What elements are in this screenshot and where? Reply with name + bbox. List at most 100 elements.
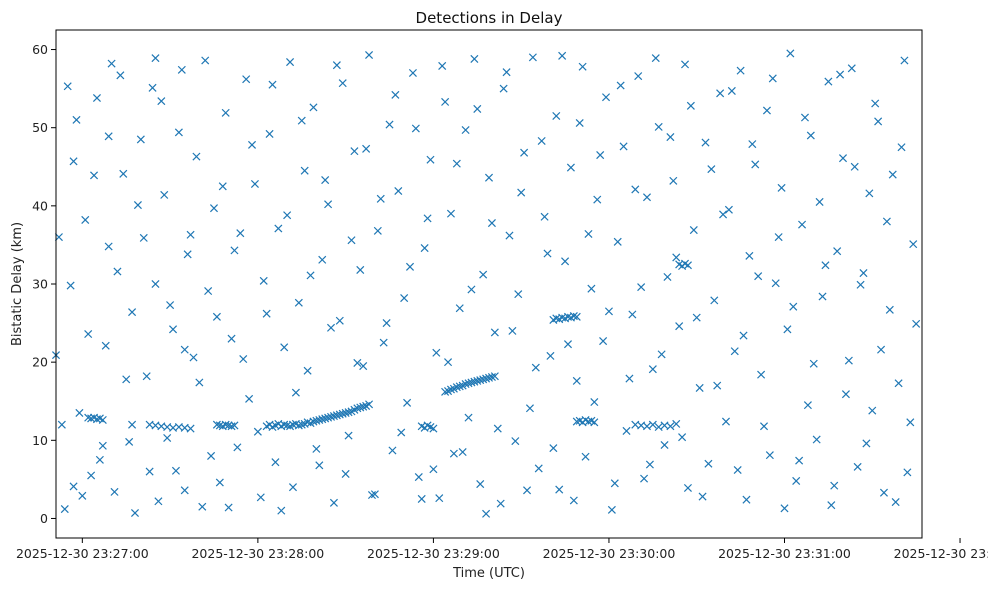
detection-point <box>212 312 221 321</box>
detection-point <box>841 390 850 399</box>
detection-point <box>590 397 599 407</box>
detection-point <box>344 431 353 440</box>
detection-point <box>315 461 324 470</box>
detection-point <box>151 279 160 289</box>
detection-point <box>341 469 350 478</box>
detection-point <box>256 493 265 502</box>
detection-point <box>250 179 259 188</box>
detection-point <box>666 133 675 142</box>
detection-point <box>546 351 555 360</box>
detection-point <box>581 452 590 461</box>
detection-point <box>455 382 464 391</box>
detection-point <box>836 70 845 79</box>
detection-point <box>449 449 458 458</box>
detection-point <box>90 171 99 180</box>
detection-point <box>262 309 271 318</box>
detection-point <box>634 72 643 81</box>
detection-point <box>332 411 341 420</box>
detection-point <box>496 499 505 508</box>
y-tick-label: 50 <box>32 120 48 135</box>
detection-point <box>198 502 207 511</box>
detection-point <box>818 292 827 301</box>
detection-point <box>850 162 859 171</box>
x-tick-label: 2025-12-30 23:30:00 <box>543 546 676 561</box>
detection-point <box>309 417 318 426</box>
detection-point <box>329 412 338 421</box>
detection-point <box>765 451 774 460</box>
detection-point <box>365 400 374 409</box>
detection-point <box>607 505 616 514</box>
detection-point <box>847 64 856 73</box>
detection-point <box>189 353 198 362</box>
detection-point <box>236 229 245 238</box>
detection-point <box>224 503 233 512</box>
detection-point <box>683 261 692 270</box>
detection-point <box>370 490 379 499</box>
detection-point <box>865 189 874 198</box>
detection-point <box>762 106 771 115</box>
detection-point <box>569 312 578 321</box>
detection-point <box>362 144 371 153</box>
detection-point <box>441 387 450 396</box>
detection-point <box>326 412 336 421</box>
detection-point <box>174 128 183 137</box>
detection-point <box>446 385 455 394</box>
detection-point <box>640 474 649 483</box>
detection-point <box>610 479 619 488</box>
detection-point <box>713 381 722 390</box>
detection-point <box>859 269 868 278</box>
detection-point <box>525 404 534 413</box>
detection-point <box>57 420 66 429</box>
detection-point <box>528 53 537 62</box>
detection-point <box>912 319 921 328</box>
detection-point <box>356 265 365 274</box>
detection-point <box>719 210 728 219</box>
detection-point <box>745 251 754 260</box>
detection-point <box>373 226 382 235</box>
detection-point <box>101 341 110 350</box>
detection-point <box>563 340 573 349</box>
y-axis: 0 10 20 30 40 50 60 <box>32 42 56 526</box>
y-axis-label: Bistatic Delay (km) <box>10 222 25 346</box>
detection-point <box>294 421 303 430</box>
detection-point <box>444 358 453 367</box>
detection-point <box>452 383 461 392</box>
detection-point <box>844 356 853 365</box>
detection-point <box>572 312 581 321</box>
detection-point <box>209 204 219 213</box>
detection-point <box>517 188 526 197</box>
detection-point <box>821 261 830 270</box>
detection-point <box>104 132 113 141</box>
detection-point <box>695 383 704 392</box>
detection-point <box>613 237 622 246</box>
y-tick-label: 60 <box>32 42 48 57</box>
detection-point <box>300 166 309 175</box>
detection-point <box>116 71 125 80</box>
detection-point <box>177 65 186 74</box>
detection-point <box>435 494 444 503</box>
detection-point <box>338 409 347 418</box>
detection-point <box>215 478 224 487</box>
detection-point <box>800 113 809 122</box>
detection-point <box>201 56 210 65</box>
detection-point <box>312 444 321 453</box>
detection-point <box>297 420 306 429</box>
detection-point <box>830 481 839 490</box>
detection-point <box>230 246 239 255</box>
detection-point <box>207 451 216 460</box>
detection-point <box>359 402 368 411</box>
y-tick-label: 40 <box>32 198 48 213</box>
detection-point <box>678 433 687 442</box>
detection-point <box>789 302 798 311</box>
detection-point <box>122 375 131 384</box>
detection-point <box>312 416 321 425</box>
detection-point <box>338 79 347 88</box>
detection-point <box>809 359 818 368</box>
detection-point <box>484 173 494 182</box>
detection-point <box>335 316 344 325</box>
detection-point <box>651 54 660 63</box>
detection-point <box>602 93 611 102</box>
detection-point <box>856 280 865 289</box>
detection-point <box>245 394 254 403</box>
detection-point <box>221 420 230 429</box>
